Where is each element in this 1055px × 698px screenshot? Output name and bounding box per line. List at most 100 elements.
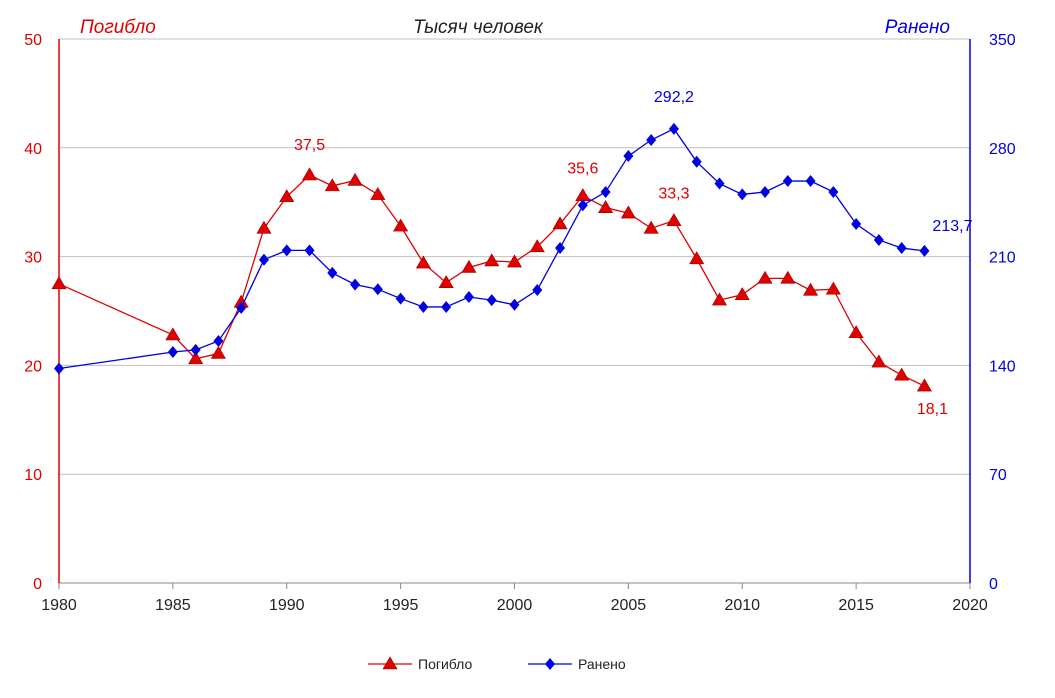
triangle-marker [506,254,523,268]
triangle-marker [711,292,727,306]
diamond-marker [509,298,520,311]
triangle-marker [279,189,295,203]
triangle-marker [438,275,454,289]
diamond-marker [545,658,555,670]
x-tick-label: 1980 [41,597,77,614]
triangle-marker [757,270,773,284]
left-tick-label: 10 [24,467,42,484]
diamond-marker [258,253,269,266]
diamond-marker [668,122,679,135]
right-axis-title: Ранено [885,17,950,38]
right-tick-label: 350 [989,32,1016,49]
series-triangle: 37,5 35,6 33,3 18,1 [51,137,948,418]
x-tick-label: 2000 [497,597,533,614]
diamond-marker [327,266,338,279]
triangle-marker [51,276,67,290]
left-tick-label: 50 [24,32,42,49]
right-tick-label: 140 [989,358,1016,375]
triangle-marker [302,167,318,181]
series-line [58,128,925,370]
triangle-marker [415,255,431,269]
legend-item: Погибло [368,656,472,672]
legend-item: Ранено [528,656,626,672]
diamond-marker [395,292,406,305]
triangle-marker [825,281,841,295]
diamond-marker [213,334,224,347]
right-tick-label: 0 [989,576,998,593]
data-label: 33,3 [658,186,689,203]
legend-label: Ранено [578,656,626,672]
diamond-marker [737,188,748,201]
diamond-marker [463,291,474,304]
diamond-marker [646,134,657,147]
right-tick-label: 70 [989,467,1007,484]
triangle-marker [916,378,932,392]
triangle-marker [210,345,226,359]
diamond-marker [805,175,816,188]
triangle-marker [780,270,796,284]
diamond-marker [828,185,839,198]
left-tick-label: 30 [24,250,42,267]
triangle-marker [393,218,409,232]
left-tick-label: 40 [24,141,42,158]
series-diamond: 292,2 213,7 [54,89,973,375]
x-tick-label: 1985 [155,597,191,614]
series: 37,5 35,6 33,3 18,1 292,2 213,7 [51,89,973,418]
triangle-marker [256,220,272,234]
diamond-marker [418,300,429,313]
x-tick-label: 2010 [724,597,760,614]
legend-label: Погибло [418,656,472,672]
diamond-marker [896,242,907,255]
diamond-marker [919,244,930,257]
data-label: 37,5 [294,137,325,154]
right-tick-label: 280 [989,141,1016,158]
diamond-marker [167,346,178,359]
diamond-marker [372,283,383,296]
triangle-marker [575,188,591,201]
data-label: 35,6 [567,161,598,178]
triangle-marker [894,367,910,381]
left-tick-label: 0 [33,576,42,593]
diamond-marker [532,284,543,297]
triangle-marker [871,354,887,368]
diamond-marker [236,301,247,314]
legend: Погибло Ранено [368,656,626,672]
x-tick-label: 1995 [383,597,419,614]
diamond-marker [714,177,725,190]
left-axis-title: Погибло [80,17,156,38]
data-label: 18,1 [917,401,948,418]
diamond-marker [873,233,884,246]
x-tick-label: 2020 [952,597,988,614]
diamond-marker [623,150,634,163]
triangle-marker [484,253,500,267]
triangle-marker [848,325,864,339]
diamond-marker [782,175,793,188]
triangle-marker [803,282,819,296]
diamond-marker [600,185,611,198]
triangle-marker [188,351,204,365]
triangle-marker [552,216,568,230]
triangle-marker [324,178,340,192]
x-tick-label: 2005 [611,597,647,614]
diamond-marker [851,217,862,230]
diamond-marker [281,244,292,257]
triangle-marker [620,205,636,219]
triangle-marker [666,213,682,226]
triangle-marker [461,259,477,273]
triangle-marker [529,239,545,253]
diamond-marker [486,294,497,307]
chart-title: Тысяч человек [413,17,544,38]
data-label: 213,7 [932,218,972,235]
triangle-marker [165,327,181,341]
diamond-marker [304,244,315,257]
x-tick-label: 1990 [269,597,305,614]
x-tick-label: 2015 [838,597,874,614]
left-tick-label: 20 [24,358,42,375]
triangle-marker [643,220,659,234]
diamond-marker [691,155,702,168]
triangle-marker [347,172,363,186]
diamond-marker [190,343,201,356]
axes: 0 10 20 30 40 50 0 70 140 210 280 350 1980 1985 1990 19… [24,32,1016,614]
triangle-marker [689,251,705,265]
